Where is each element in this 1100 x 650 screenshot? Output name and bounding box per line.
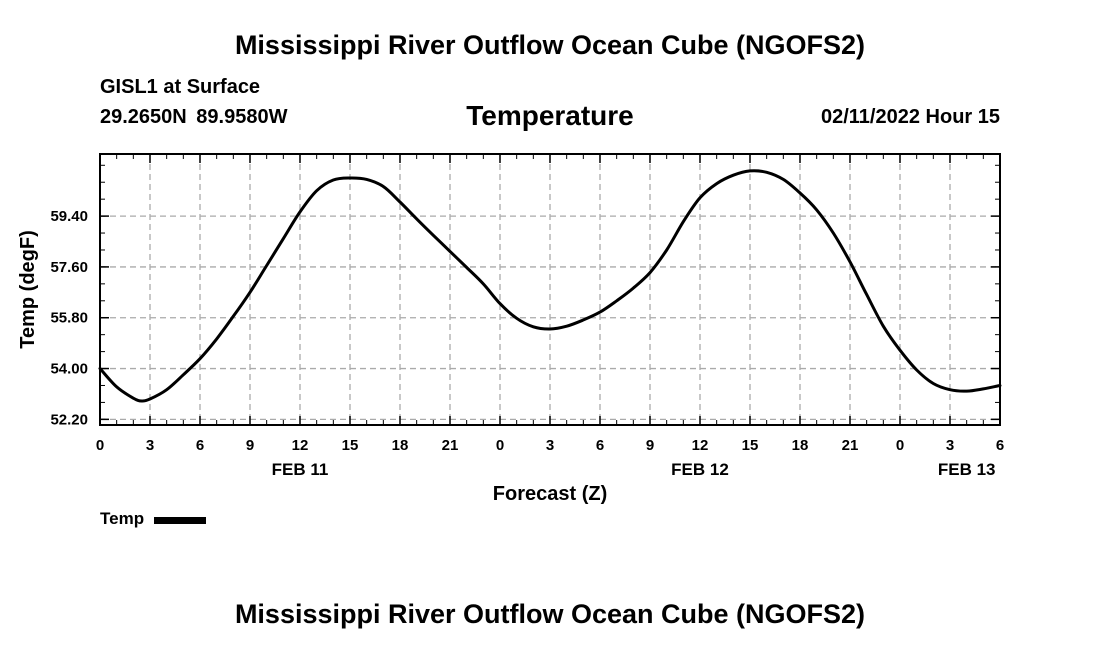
legend: Temp: [100, 509, 207, 529]
y-tick-label: 52.20: [50, 411, 88, 428]
day-label: FEB 12: [671, 460, 729, 479]
x-tick-label: 6: [996, 437, 1004, 454]
chart-title: Mississippi River Outflow Ocean Cube (NG…: [234, 30, 866, 60]
y-tick-label: 54.00: [50, 361, 88, 378]
x-tick-label: 6: [196, 437, 204, 454]
x-tick-label: 9: [646, 437, 654, 454]
day-label: FEB 11: [272, 460, 329, 479]
variable-title: Temperature: [466, 100, 634, 131]
x-tick-label: 3: [946, 437, 954, 454]
x-tick-label: 3: [146, 437, 154, 454]
x-tick-label: 9: [246, 437, 254, 454]
x-tick-label: 21: [842, 437, 859, 454]
x-tick-label: 18: [392, 437, 409, 454]
day-label: FEB 13: [938, 460, 996, 479]
x-tick-label: 6: [596, 437, 604, 454]
x-tick-label: 0: [896, 437, 904, 454]
x-tick-label: 15: [342, 437, 359, 454]
y-axis-title: Temp (degF): [17, 230, 39, 349]
x-tick-label: 21: [442, 437, 459, 454]
tick-labels: 0 3 6 9 12 15 18 21 0 3 6 9 12 15 18 21 0 3 6 52.20 54.00 55.…: [50, 208, 1004, 479]
x-tick-label: 15: [742, 437, 759, 454]
temp-series-line: [98, 169, 1002, 403]
x-axis-title: Forecast (Z): [493, 483, 607, 505]
plot-frame: [99, 153, 1001, 426]
x-tick-label: 0: [96, 437, 104, 454]
x-tick-label: 3: [546, 437, 554, 454]
x-tick-label: 12: [292, 437, 309, 454]
y-tick-label: 59.40: [50, 208, 88, 225]
y-tick-label: 55.80: [50, 310, 88, 327]
x-tick-label: 0: [496, 437, 504, 454]
legend-swatch: [154, 517, 207, 524]
x-tick-label: 12: [692, 437, 709, 454]
x-tick-label: 18: [792, 437, 809, 454]
station-label: GISL1 at Surface: [100, 76, 261, 98]
date-stamp: 02/11/2022 Hour 15: [820, 106, 1000, 128]
y-tick-label: 57.60: [50, 259, 88, 276]
coordinates-label: 29.2650N 89.9580W: [100, 106, 288, 128]
footer-title: Mississippi River Outflow Ocean Cube (NG…: [234, 599, 866, 629]
legend-label: Temp: [100, 509, 145, 528]
